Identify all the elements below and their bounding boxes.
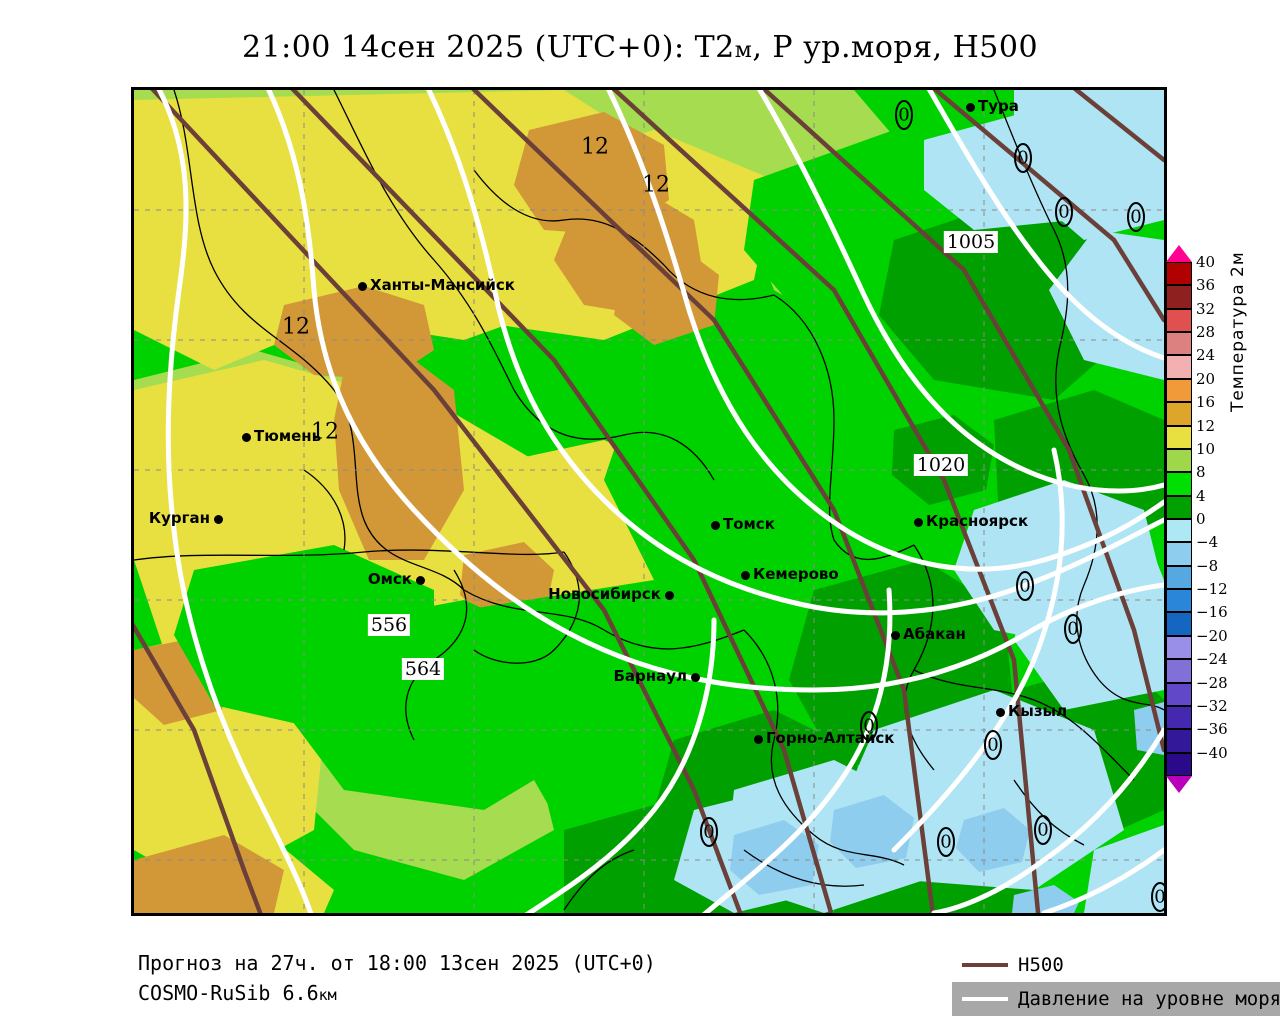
colorbar-tick-label: −24	[1196, 650, 1228, 669]
forecast-line: Прогноз на 27ч. от 18:00 13сен 2025 (UTC…	[138, 951, 656, 975]
temperature-colorbar[interactable]: 40 36 32 28 24 20 16 12 10 8 4 0 −4 −8 −12 −16 −20 −24 −28…	[1166, 245, 1228, 793]
colorbar-band	[1166, 262, 1192, 286]
colorbar-band	[1166, 659, 1192, 683]
colorbar-band	[1166, 729, 1192, 753]
colorbar-band	[1166, 472, 1192, 496]
colorbar-tick-label: −16	[1196, 603, 1228, 622]
footer-info: Прогноз на 27ч. от 18:00 13сен 2025 (UTC…	[138, 948, 656, 1010]
colorbar-title: Температура 2м	[1228, 251, 1248, 412]
title-sub-meters: м	[734, 38, 753, 63]
colorbar-over-arrow	[1166, 245, 1192, 262]
colorbar-band	[1166, 542, 1192, 566]
page-title: 21:00 14сен 2025 (UTC+0): T2м, P ур.моря…	[0, 30, 1280, 65]
colorbar-band	[1166, 612, 1192, 636]
colorbar-band	[1166, 378, 1192, 403]
title-rest: , P ур.моря, H500	[752, 30, 1039, 65]
h500-line-swatch	[962, 963, 1008, 967]
colorbar-band	[1166, 332, 1192, 356]
colorbar-tick-label: −32	[1196, 696, 1228, 715]
colorbar-band	[1166, 425, 1192, 449]
colorbar-tick-label: 40	[1196, 253, 1216, 271]
colorbar-band	[1166, 402, 1192, 426]
colorbar-tick-label: 32	[1196, 299, 1216, 318]
colorbar-band	[1166, 519, 1192, 543]
map-label-overlay	[134, 90, 1164, 913]
colorbar-band	[1166, 448, 1192, 473]
model-unit: км	[318, 986, 337, 1004]
colorbar-tick-label: −12	[1196, 580, 1228, 599]
legend-row-h500: H500	[952, 948, 1280, 982]
map-legend: H500 Давление на уровне моря	[952, 948, 1280, 1016]
legend-row-mslp: Давление на уровне моря	[952, 982, 1280, 1016]
colorbar-band	[1166, 752, 1192, 776]
map-canvas	[134, 90, 1164, 913]
colorbar-tick-label: 12	[1196, 416, 1216, 435]
colorbar-band	[1166, 285, 1192, 309]
colorbar-band	[1166, 495, 1192, 519]
colorbar-tick-label: −20	[1196, 626, 1228, 645]
colorbar-tick-label: 10	[1196, 439, 1216, 458]
mslp-isobars	[156, 90, 1164, 913]
colorbar-tick-label: 8	[1196, 463, 1206, 482]
colorbar-tick-label: −4	[1196, 533, 1219, 552]
colorbar-band	[1166, 355, 1192, 379]
colorbar-tick-label: 20	[1196, 369, 1216, 388]
zero-contour-rings	[700, 100, 1164, 912]
colorbar-tick-label: 28	[1196, 323, 1216, 342]
colorbar-band	[1166, 589, 1192, 613]
colorbar-tick-label: 16	[1196, 393, 1216, 412]
weather-map[interactable]: Тура Ханты-Мансийск Тюмень Курган Омск Томск Н…	[131, 87, 1167, 916]
colorbar-tick-label: −8	[1196, 556, 1219, 575]
model-name: COSMO-RuSib 6.6	[138, 981, 319, 1005]
colorbar-band	[1166, 308, 1192, 333]
colorbar-tick-label: 0	[1196, 510, 1206, 528]
mslp-line-swatch	[962, 997, 1008, 1001]
colorbar-under-arrow	[1166, 776, 1192, 793]
admin-boundaries	[134, 90, 1164, 911]
colorbar-tick-label: 24	[1196, 346, 1216, 365]
colorbar-band	[1166, 635, 1192, 660]
colorbar-band	[1166, 682, 1192, 706]
colorbar-tick-label: 4	[1196, 486, 1206, 505]
h500-contours	[134, 90, 1164, 913]
model-line: COSMO-RuSib 6.6км	[138, 978, 656, 1010]
colorbar-band	[1166, 565, 1192, 590]
colorbar-tick-label: −40	[1196, 743, 1228, 762]
colorbar-tick-label: −28	[1196, 673, 1228, 692]
colorbar-tick-label: 36	[1196, 276, 1216, 295]
colorbar-band	[1166, 705, 1192, 730]
title-main: 21:00 14сен 2025 (UTC+0): T2	[241, 30, 735, 65]
colorbar-tick-label: −36	[1196, 720, 1228, 739]
h500-legend-label: H500	[1018, 954, 1064, 976]
mslp-legend-label: Давление на уровне моря	[1018, 988, 1280, 1010]
